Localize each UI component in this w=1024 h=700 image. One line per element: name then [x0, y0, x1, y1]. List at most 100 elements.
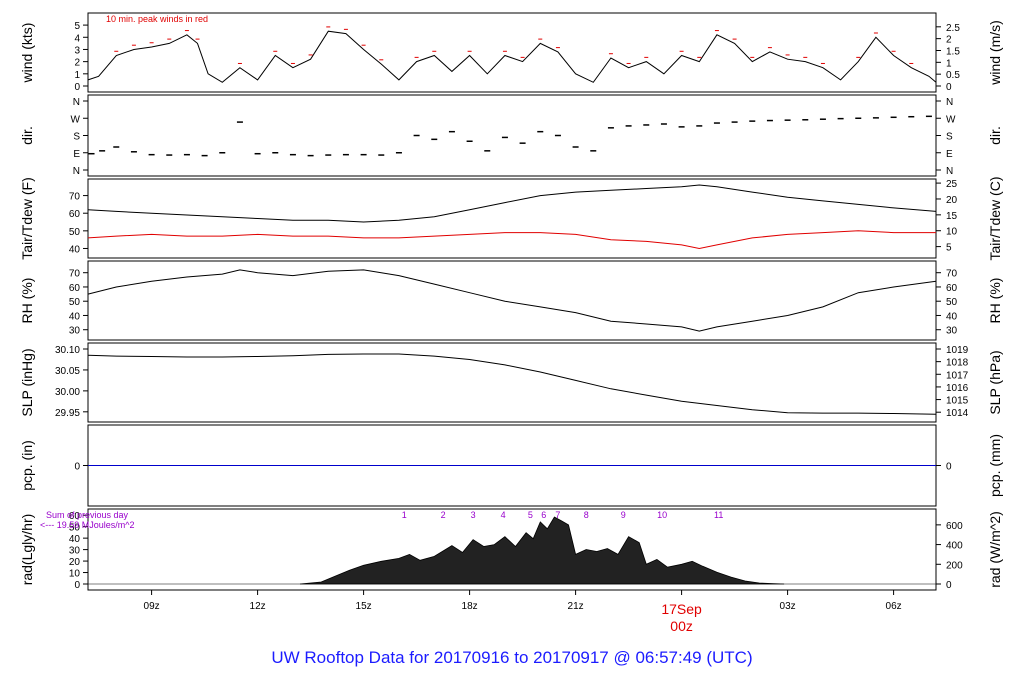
right-tick-label-dir: N — [946, 166, 953, 177]
time-tick-label: 21z — [568, 601, 584, 612]
right-tick-label-rad: 200 — [946, 560, 963, 571]
left-tick-label-pcp: 0 — [74, 462, 80, 473]
right-tick-label-wind: 2 — [946, 35, 952, 46]
radiation-area — [299, 516, 785, 585]
solar-hour-mark: 9 — [621, 510, 626, 520]
left-tick-label-rad: 40 — [69, 534, 81, 545]
left-tick-label-wind: 0 — [74, 82, 80, 93]
dewpoint-line — [87, 230, 936, 250]
right-tick-label-dir: W — [946, 114, 956, 125]
left-tick-label-rad: 0 — [74, 580, 80, 591]
panel-frame-wind — [87, 12, 937, 93]
date-label: 17Sep — [661, 601, 702, 617]
ylabel-left-dir: dir. — [19, 126, 35, 145]
right-tick-label-wind: 0 — [946, 82, 952, 93]
left-tick-label-dir: E — [73, 149, 80, 160]
left-tick-label-rad: 60 — [69, 511, 81, 522]
slp-line — [87, 353, 937, 415]
left-tick-label-slp: 30.00 — [55, 387, 80, 398]
right-tick-label-rh: 30 — [946, 326, 958, 337]
ylabel-left-tair_tdew: Tair/Tdew (F) — [19, 177, 35, 259]
left-tick-label-slp: 30.05 — [55, 366, 80, 377]
right-tick-label-rh: 50 — [946, 297, 958, 308]
right-tick-label-tair_tdew: 20 — [946, 195, 958, 206]
right-tick-label-rh: 40 — [946, 311, 958, 322]
left-tick-label-rad: 30 — [69, 546, 81, 557]
left-tick-label-wind: 4 — [74, 33, 80, 44]
ylabel-left-wind: wind (kts) — [19, 23, 35, 84]
solar-hour-mark: 2 — [441, 510, 446, 520]
left-tick-label-rad: 10 — [69, 569, 81, 580]
wind-speed-line — [87, 30, 937, 83]
left-tick-label-dir: N — [73, 166, 80, 177]
panel-frame-rh — [87, 260, 937, 341]
solar-hour-mark: 5 — [528, 510, 533, 520]
left-tick-label-wind: 3 — [74, 45, 80, 56]
left-tick-label-tair_tdew: 50 — [69, 227, 81, 238]
right-tick-label-tair_tdew: 10 — [946, 227, 958, 238]
left-tick-label-rh: 70 — [69, 269, 81, 280]
left-tick-label-rad: 20 — [69, 557, 81, 568]
right-tick-label-tair_tdew: 15 — [946, 211, 958, 222]
left-tick-label-tair_tdew: 70 — [69, 192, 81, 203]
ylabel-left-slp: SLP (inHg) — [19, 348, 35, 416]
left-tick-label-wind: 1 — [74, 70, 80, 81]
ylabel-right-rad: rad (W/m^2) — [987, 511, 1003, 588]
right-tick-label-wind: 0.5 — [946, 70, 960, 81]
time-tick-label: 09z — [144, 601, 160, 612]
left-tick-label-wind: 2 — [74, 58, 80, 69]
date-sub-label: 00z — [670, 618, 693, 634]
solar-hour-mark: 4 — [501, 510, 506, 520]
radiation-sum-label: Sum of previous day — [46, 510, 129, 520]
ylabel-right-slp: SLP (hPa) — [987, 350, 1003, 414]
left-tick-label-dir: N — [73, 97, 80, 108]
time-tick-label: 06z — [886, 601, 902, 612]
rh-line — [87, 269, 937, 332]
panel-frame-dir — [87, 94, 937, 177]
solar-hour-mark: 10 — [657, 510, 667, 520]
right-tick-label-rad: 400 — [946, 541, 963, 552]
ylabel-left-rh: RH (%) — [19, 278, 35, 324]
ylabel-right-rh: RH (%) — [987, 278, 1003, 324]
right-tick-label-slp: 1014 — [946, 408, 969, 419]
left-tick-label-rh: 50 — [69, 297, 81, 308]
left-tick-label-rad: 50 — [69, 523, 81, 534]
solar-hour-mark: 7 — [555, 510, 560, 520]
left-tick-label-dir: S — [73, 132, 80, 143]
right-tick-label-dir: E — [946, 149, 953, 160]
left-tick-label-slp: 30.10 — [55, 345, 80, 356]
right-tick-label-pcp: 0 — [946, 462, 952, 473]
air-temp-line — [87, 184, 937, 223]
time-tick-label: 03z — [780, 601, 796, 612]
ylabel-left-rad: rad(Lgly/hr) — [19, 514, 35, 586]
left-tick-label-tair_tdew: 60 — [69, 209, 81, 220]
right-tick-label-slp: 1017 — [946, 370, 969, 381]
right-tick-label-rad: 600 — [946, 521, 963, 532]
solar-hour-mark: 3 — [471, 510, 476, 520]
right-tick-label-slp: 1016 — [946, 383, 969, 394]
panel-frame-slp — [87, 342, 937, 423]
left-tick-label-rh: 30 — [69, 326, 81, 337]
left-tick-label-wind: 5 — [74, 21, 80, 32]
ylabel-left-pcp: pcp. (in) — [19, 440, 35, 491]
solar-hour-mark: 11 — [714, 510, 723, 520]
ylabel-right-tair_tdew: Tair/Tdew (C) — [987, 176, 1003, 260]
time-tick-label: 12z — [250, 601, 266, 612]
right-tick-label-slp: 1018 — [946, 358, 969, 369]
right-tick-label-rh: 70 — [946, 269, 958, 280]
ylabel-right-dir: dir. — [987, 126, 1003, 145]
right-tick-label-slp: 1015 — [946, 396, 969, 407]
time-tick-label: 18z — [462, 601, 478, 612]
meteogram-chart: wind (kts) wind (m/s)01234500.511.522.510… — [19, 12, 1003, 634]
page-caption: UW Rooftop Data for 20170916 to 20170917… — [271, 648, 753, 667]
right-tick-label-tair_tdew: 25 — [946, 179, 958, 190]
right-tick-label-wind: 1 — [946, 58, 952, 69]
right-tick-label-rad: 0 — [946, 580, 952, 591]
solar-hour-mark: 8 — [584, 510, 589, 520]
left-tick-label-tair_tdew: 40 — [69, 244, 81, 255]
right-tick-label-dir: S — [946, 132, 953, 143]
left-tick-label-rh: 40 — [69, 311, 81, 322]
radiation-sum-value: <--- 19.59 MJoules/m^2 — [40, 520, 135, 530]
peak-wind-annotation: 10 min. peak winds in red — [106, 14, 208, 24]
